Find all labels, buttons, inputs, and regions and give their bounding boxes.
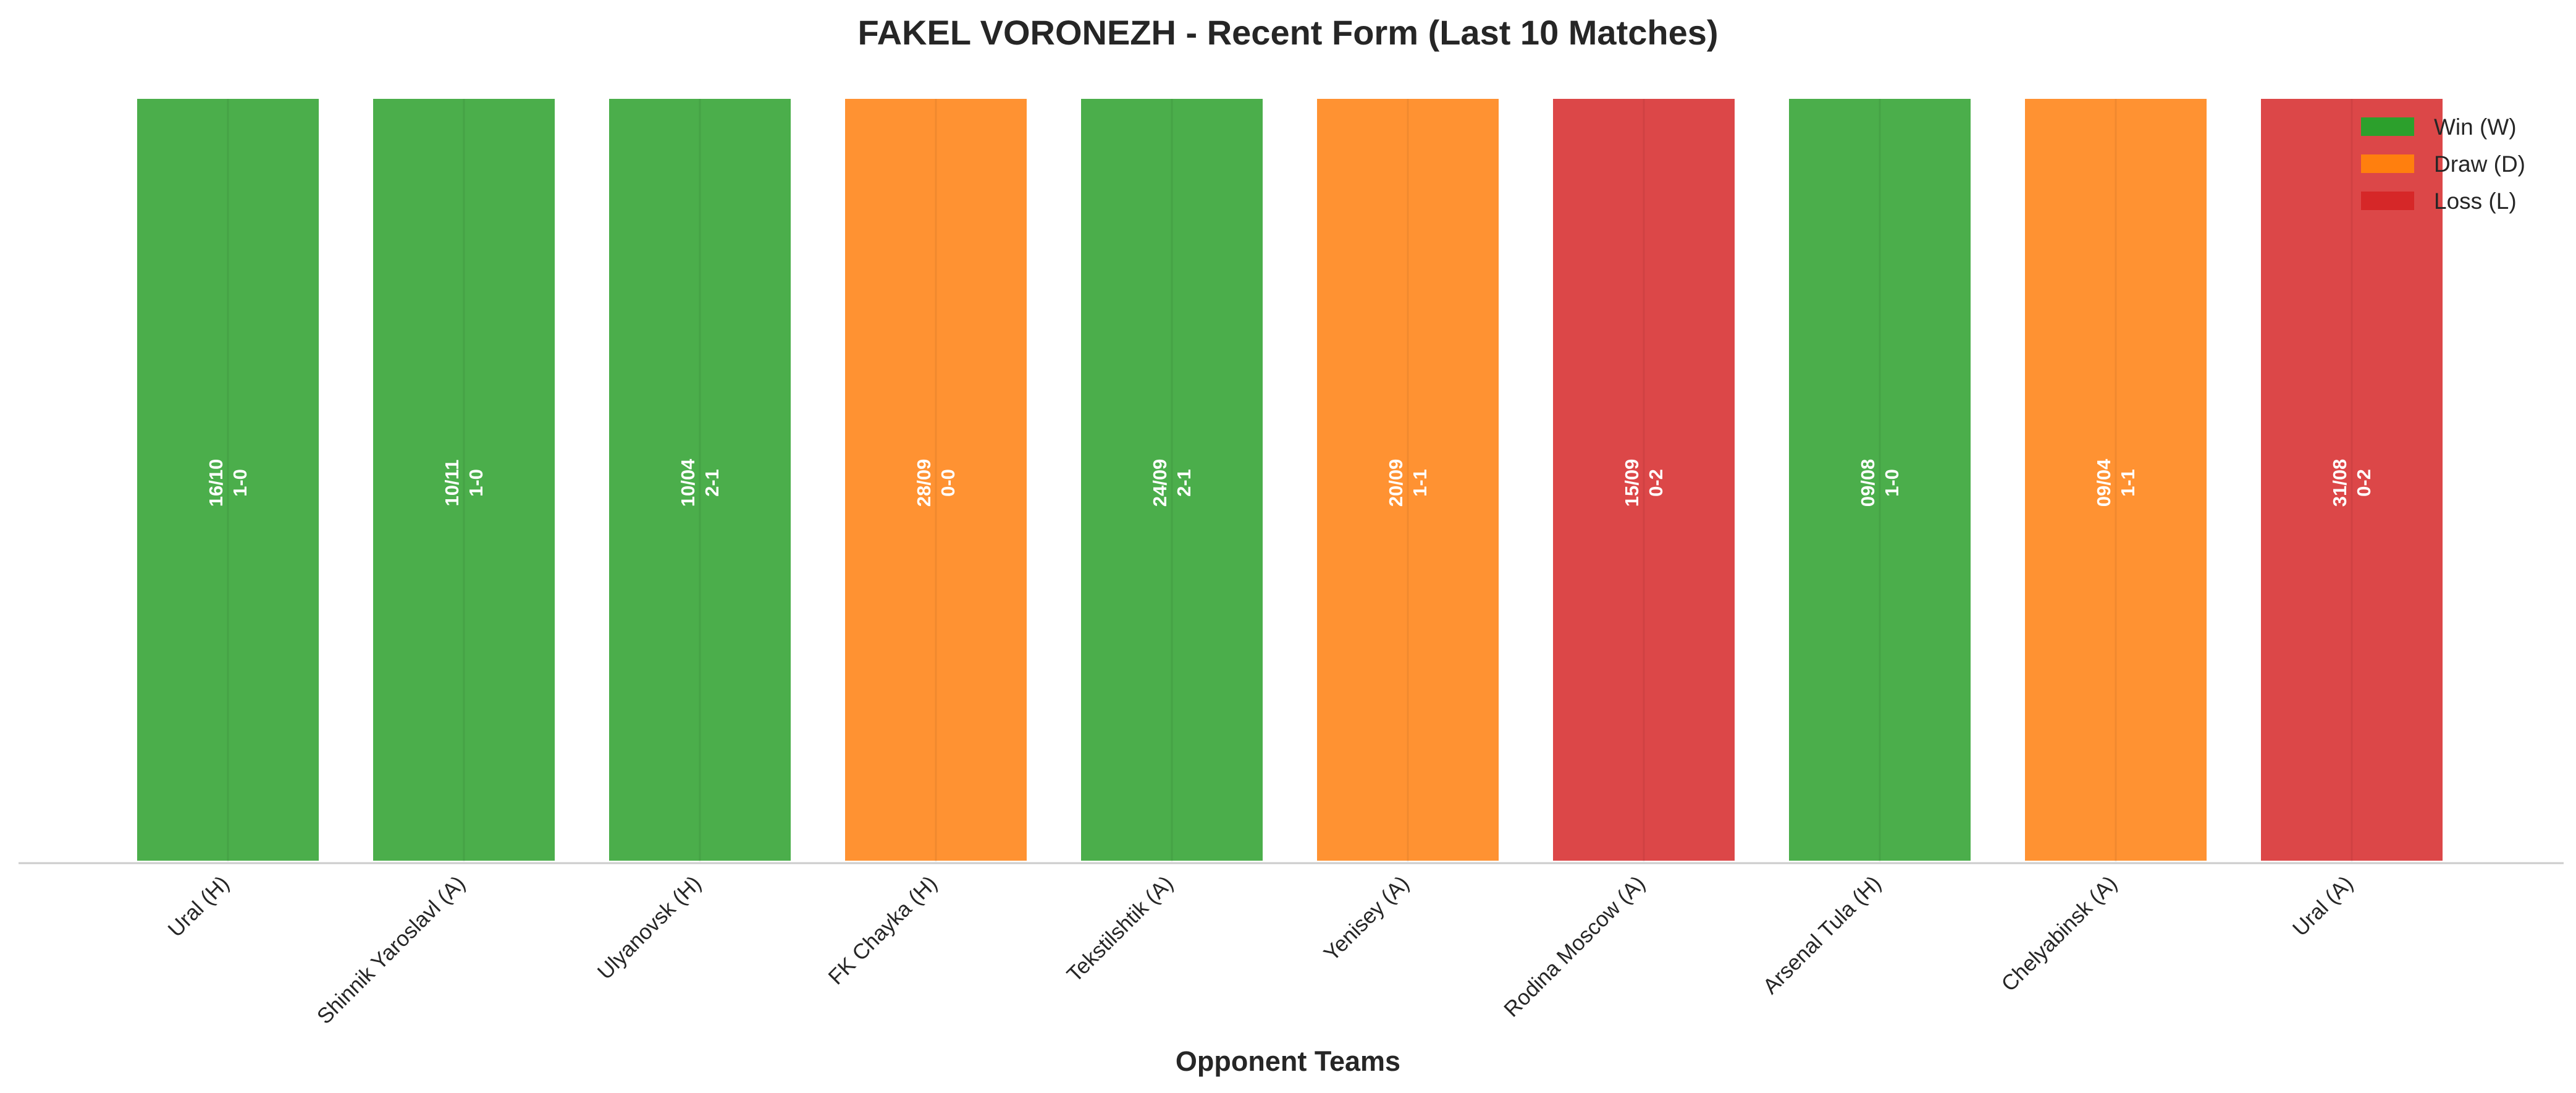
bar-2 [371, 96, 557, 863]
bar-label-1: 16/10 1-0 [205, 459, 251, 507]
match-date: 10/04 [677, 458, 699, 507]
x-tick-labels: Ural (H) Shinnik Yaroslavl (A) Ulyanovsk (… [163, 871, 2357, 1029]
x-tick-label-9: Chelyabinsk (A) [1997, 871, 2121, 996]
x-tick-label-4: FK Chayka (H) [823, 871, 941, 989]
x-tick-label-10: Ural (A) [2288, 871, 2358, 941]
bar-label-4: 28/09 0-0 [913, 459, 959, 507]
chart-title: FAKEL VORONEZH - Recent Form (Last 10 Ma… [858, 13, 1719, 52]
bar-label-10: 31/08 0-2 [2329, 459, 2375, 507]
match-date: 24/09 [1149, 459, 1171, 507]
x-tick-label-3: Ulyanovsk (H) [593, 871, 706, 984]
match-date: 09/04 [2093, 458, 2115, 507]
bar-label-9: 09/04 1-1 [2093, 458, 2139, 507]
bar-label-2: 10/11 1-0 [441, 460, 487, 507]
bar-label-7: 15/09 0-2 [1621, 459, 1667, 507]
match-date: 28/09 [913, 459, 935, 507]
bar-label-8: 09/08 1-0 [1857, 459, 1903, 507]
bar-8 [1787, 96, 1973, 863]
match-score: 1-0 [229, 469, 251, 497]
match-score: 1-1 [2117, 469, 2139, 497]
bar-label-6: 20/09 1-1 [1385, 459, 1431, 507]
legend-label-l: Loss (L) [2434, 188, 2517, 214]
bar-5 [1079, 96, 1265, 863]
match-score: 1-0 [1881, 469, 1903, 497]
legend-swatch-d [2361, 154, 2414, 173]
match-date: 09/08 [1857, 459, 1879, 507]
legend-swatch-l [2361, 192, 2414, 210]
x-tick-label-7: Rodina Moscow (A) [1499, 871, 1650, 1022]
match-score: 2-1 [1173, 469, 1195, 497]
x-tick-label-2: Shinnik Yaroslavl (A) [313, 871, 470, 1029]
x-tick-label-1: Ural (H) [163, 871, 234, 942]
legend: Win (W) Draw (D) Loss (L) [2361, 114, 2525, 214]
bar-6 [1315, 96, 1501, 863]
legend-swatch-w [2361, 117, 2414, 136]
bar-label-5: 24/09 2-1 [1149, 459, 1195, 507]
bar-3 [607, 96, 793, 863]
match-date: 20/09 [1385, 459, 1407, 507]
bar-4 [843, 96, 1029, 863]
bar-1 [135, 96, 321, 863]
bar-label-3: 10/04 2-1 [677, 458, 723, 507]
bar-9 [2022, 96, 2209, 863]
match-score: 2-1 [701, 469, 723, 497]
match-score: 1-1 [1409, 469, 1431, 497]
bars-group: 16/10 1-0 10/11 1-0 10/04 2-1 28/09 0-0 24/09 2-1… [135, 96, 2445, 863]
match-date: 10/11 [441, 460, 463, 507]
legend-label-d: Draw (D) [2434, 151, 2525, 177]
legend-label-w: Win (W) [2434, 114, 2517, 140]
x-tick-label-6: Yenisey (A) [1319, 871, 1413, 966]
x-tick-label-5: Tekstilshtik (A) [1063, 871, 1178, 987]
x-axis-label: Opponent Teams [1176, 1045, 1400, 1077]
bar-10 [2258, 96, 2445, 863]
x-tick-label-8: Arsenal Tula (H) [1758, 871, 1885, 998]
match-score: 0-2 [1645, 469, 1667, 497]
match-score: 0-2 [2353, 469, 2375, 497]
bar-7 [1551, 96, 1737, 863]
match-date: 16/10 [205, 459, 227, 507]
match-score: 0-0 [937, 469, 959, 497]
match-date: 31/08 [2329, 459, 2351, 507]
match-score: 1-0 [465, 469, 487, 497]
match-date: 15/09 [1621, 459, 1643, 507]
